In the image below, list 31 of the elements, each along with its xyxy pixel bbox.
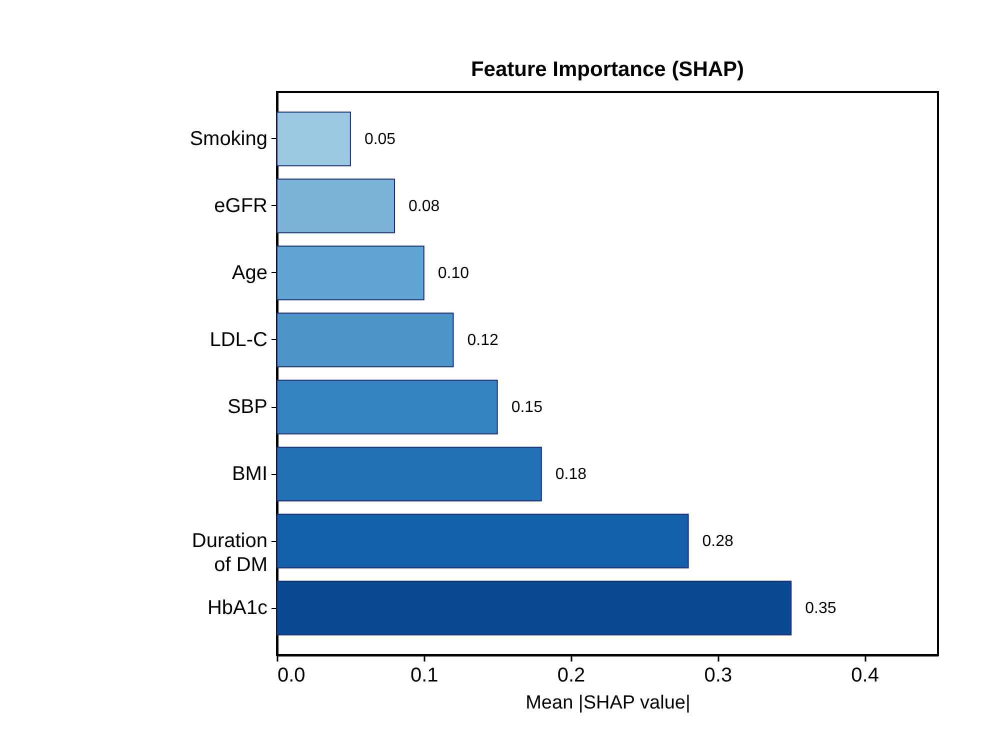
x-tick-label: 0.4 (851, 664, 879, 686)
bar (276, 380, 498, 434)
y-tick-label: Smoking (190, 128, 268, 150)
data-label: 0.08 (408, 198, 440, 215)
bar (276, 446, 542, 502)
x-tick-label: 0.3 (704, 664, 732, 686)
x-tick-label: 0.2 (557, 664, 586, 686)
bar (276, 312, 454, 368)
y-tick-label: Duration of DM (192, 530, 268, 576)
y-tick-label: eGFR (214, 194, 268, 217)
data-label: 0.05 (364, 130, 396, 148)
y-tick-label: Age (232, 262, 268, 284)
bar (276, 112, 351, 166)
data-label: 0.35 (805, 600, 836, 618)
bar (276, 178, 396, 234)
y-tick-label: HbA1c (207, 597, 268, 620)
data-label: 0.18 (555, 466, 587, 484)
y-tick-label: BMI (232, 463, 268, 486)
x-axis-title: Mean |SHAP value| (526, 692, 690, 714)
bar (276, 246, 424, 300)
data-label: 0.28 (702, 533, 734, 550)
y-tick-label: SBP (227, 396, 268, 418)
x-tick-label: 0.0 (278, 664, 306, 686)
y-tick-label: LDL-C (210, 328, 268, 351)
x-tick-label: 0.1 (410, 664, 438, 686)
chart-title: Feature Importance (SHAP) (470, 58, 744, 81)
data-label: 0.15 (511, 399, 543, 416)
data-label: 0.12 (467, 332, 499, 349)
data-label: 0.10 (438, 264, 470, 282)
bar (276, 514, 689, 568)
bar (276, 580, 792, 636)
